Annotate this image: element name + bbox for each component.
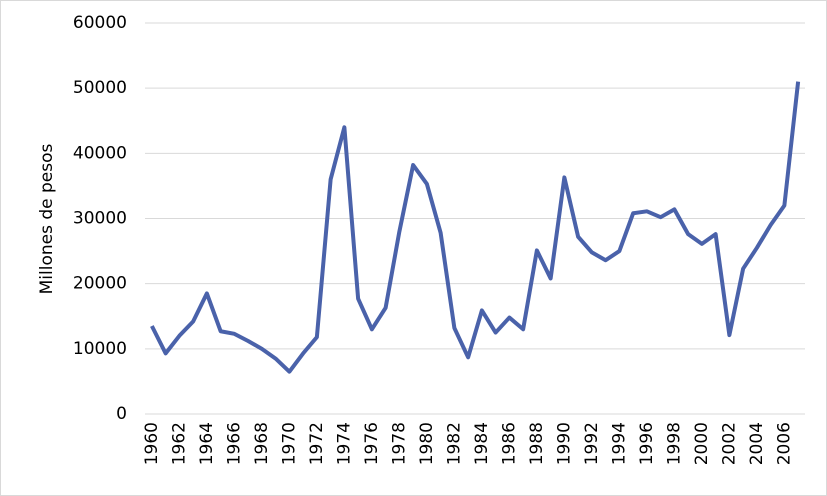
x-tick-label: 2004 <box>747 422 767 465</box>
x-tick-label: 1984 <box>472 422 492 465</box>
x-tick-label: 1968 <box>252 422 272 465</box>
x-tick-label: 1980 <box>417 422 437 465</box>
y-tick-label: 0 <box>116 404 127 424</box>
y-axis-label: Millones de pesos <box>37 143 57 294</box>
x-tick-label: 1994 <box>609 422 629 465</box>
x-tick-label: 1970 <box>279 422 299 465</box>
x-tick-label: 1992 <box>582 422 602 465</box>
x-tick-label: 2000 <box>692 422 712 465</box>
y-tick-label: 30000 <box>73 209 127 229</box>
x-tick-label: 1988 <box>527 422 547 465</box>
x-tick-label: 1966 <box>224 422 244 465</box>
y-tick-label: 20000 <box>73 274 127 294</box>
x-tick-label: 1986 <box>499 422 519 465</box>
x-tick-label: 1996 <box>637 422 657 465</box>
data-line <box>150 81 801 374</box>
y-tick-label: 60000 <box>73 13 127 33</box>
x-tick-label: 1972 <box>307 422 327 465</box>
x-tick-label: 1964 <box>197 422 217 465</box>
x-tick-label: 1982 <box>444 422 464 465</box>
x-tick-label: 1962 <box>169 422 189 465</box>
x-tick-label: 1960 <box>142 422 162 465</box>
y-tick-label: 50000 <box>73 78 127 98</box>
x-tick-label: 2006 <box>774 422 794 465</box>
x-tick-label: 1998 <box>664 422 684 465</box>
x-tick-label: 2002 <box>719 422 739 465</box>
y-tick-label: 40000 <box>73 143 127 163</box>
y-tick-label: 10000 <box>73 339 127 359</box>
x-tick-label: 1974 <box>334 422 354 465</box>
x-tick-label: 1990 <box>554 422 574 465</box>
x-tick-label: 1978 <box>389 422 409 465</box>
x-tick-label: 1976 <box>362 422 382 465</box>
